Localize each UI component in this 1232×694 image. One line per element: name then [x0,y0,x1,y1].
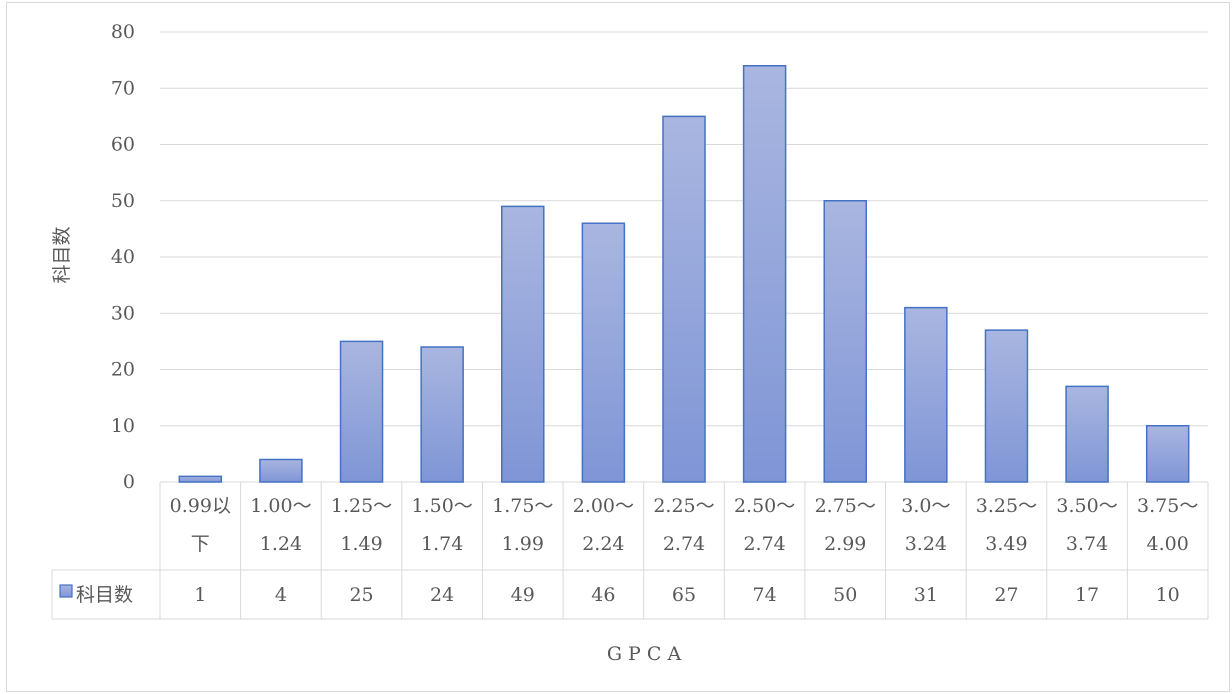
x-axis-title: G P C A [607,643,682,665]
bar [420,346,464,483]
x-category-label: 2.00〜 [573,495,634,517]
bar [742,65,787,483]
x-category-label: 2.74 [663,533,705,555]
x-category-label: 2.25〜 [653,495,714,517]
x-category-label: 2.74 [743,533,785,555]
y-tick-label: 80 [111,21,135,43]
legend-key [59,584,73,598]
bar [581,222,626,483]
x-category-label: 2.24 [582,533,624,555]
table-value: 10 [1156,584,1180,606]
y-tick-label: 20 [111,359,135,381]
x-category-label: 4.00 [1147,533,1189,555]
table-value: 74 [753,584,777,606]
x-category-label: 3.49 [985,533,1027,555]
y-tick-label: 50 [111,190,135,212]
y-tick-label: 60 [111,134,135,156]
table-value: 65 [672,584,696,606]
x-category-label: 1.74 [421,533,463,555]
y-tick-label: 30 [111,302,135,324]
x-category-label: 1.49 [340,533,382,555]
table-value: 46 [591,584,615,606]
x-category-label: 2.50〜 [734,495,795,517]
table-value: 31 [914,584,938,606]
bar [178,475,223,483]
x-category-label: 2.75〜 [815,495,876,517]
x-category-label: 3.25〜 [976,495,1037,517]
y-tick-label: 0 [123,471,135,493]
table-value: 49 [511,584,535,606]
x-category-label: 3.75〜 [1137,495,1198,517]
x-category-label: 3.0〜 [901,495,950,517]
table-value: 25 [349,584,373,606]
x-category-label: 1.50〜 [411,495,472,517]
bar [1065,385,1109,483]
bar [662,115,706,483]
bar [904,306,948,483]
x-category-label: 3.24 [905,533,947,555]
legend-series-name: 科目数 [76,584,133,606]
x-category-label: 1.00〜 [250,495,311,517]
y-axis-ticks: 0 10 20 30 40 50 60 70 80 [111,21,135,493]
bar [1145,425,1190,483]
table-value: 4 [275,584,287,606]
bar [259,458,303,483]
table-value: 1 [194,584,206,606]
bar [823,200,867,483]
x-category-label: 3.74 [1066,533,1108,555]
x-category-label: 0.99以 [170,495,231,517]
table-value: 27 [994,584,1018,606]
table-value: 17 [1075,584,1099,606]
y-tick-label: 70 [111,77,135,99]
bar [984,329,1029,483]
x-category-label: 1.25〜 [331,495,392,517]
y-tick-label: 40 [111,246,135,268]
x-category-label: 2.99 [824,533,866,555]
x-category-label: 1.99 [502,533,544,555]
table-value: 50 [833,584,857,606]
bar [501,205,545,483]
table-value: 24 [430,584,454,606]
y-tick-label: 10 [111,415,135,437]
x-category-label: 1.24 [260,533,302,555]
x-category-label: 下 [191,533,210,555]
x-category-label: 3.50〜 [1056,495,1117,517]
x-category-label: 1.75〜 [492,495,553,517]
bar [339,340,384,483]
y-axis-title: 科目数 [51,226,73,283]
bars [178,65,1190,483]
